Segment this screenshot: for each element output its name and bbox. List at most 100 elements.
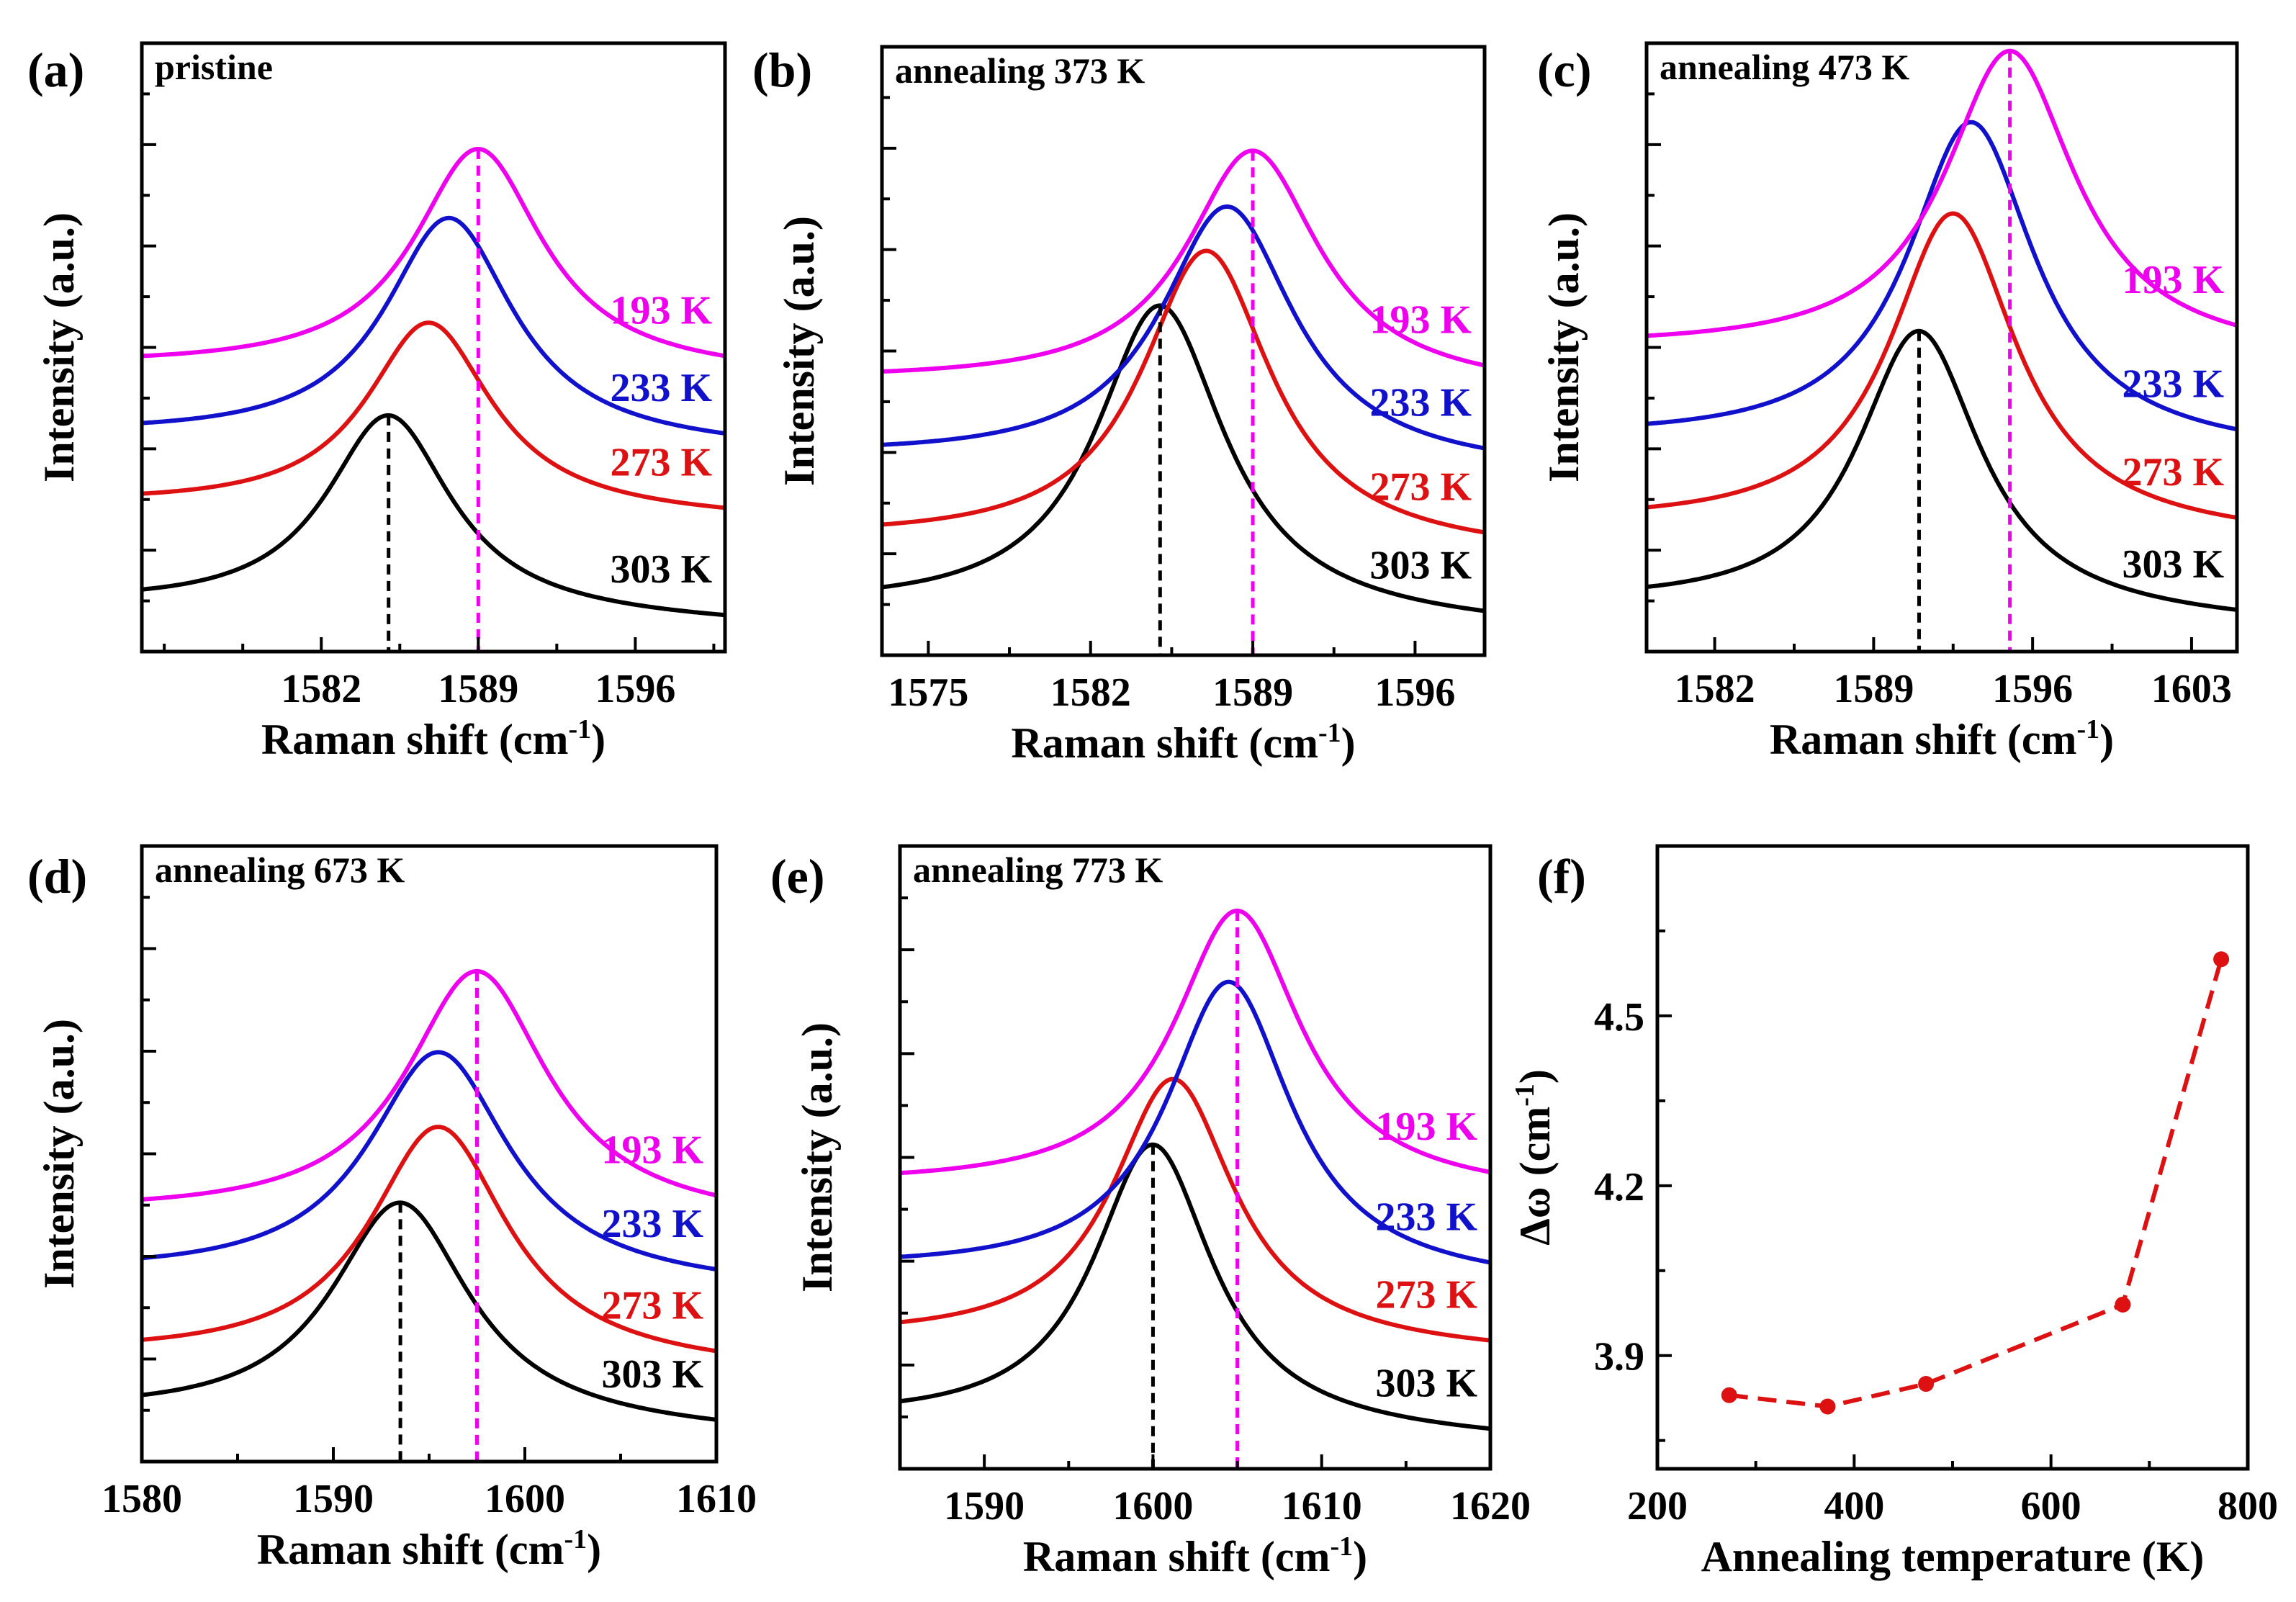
x-tick-label: 1600 (485, 1477, 565, 1521)
data-point (1819, 1398, 1836, 1415)
series-line-273K (1647, 211, 2237, 521)
y-tick-label: 4.5 (1594, 995, 1644, 1040)
y-axis-label: Δω (cm-1) (1510, 1069, 1559, 1246)
panel-f: 200 400 600 800 3.9 4.2 4.5 Annealing temperatu… (1510, 844, 2278, 1580)
y-axis-label: Intensity (a.u.) (775, 216, 823, 486)
x-axis-label: Raman shift (cm-1) (1770, 714, 2114, 763)
panel-letter: (f) (1537, 849, 1586, 904)
series-line-193K (900, 908, 1490, 1176)
x-tick-label: 1596 (595, 667, 675, 711)
series-line-303K (882, 303, 1485, 613)
curve-label: 303 K (1369, 543, 1472, 588)
panel-b: 1575 1582 1589 1596 Raman shift (cm-1) Intens… (752, 42, 1487, 767)
y-axis-label: Intensity (a.u.) (35, 212, 83, 482)
curve-label: 273 K (2122, 450, 2224, 495)
curve-label: 303 K (601, 1352, 703, 1397)
series-line-303K (142, 1200, 716, 1422)
x-tick-label: 1589 (1212, 670, 1293, 715)
x-tick-label: 1596 (1374, 670, 1455, 715)
panel-title: annealing 373 K (895, 50, 1145, 91)
x-tick-label: 200 (1627, 1484, 1688, 1529)
x-tick-label: 1610 (1282, 1484, 1362, 1529)
curve-label: 273 K (1369, 464, 1472, 509)
curve-label: 273 K (601, 1283, 703, 1328)
x-tick-label: 400 (1824, 1484, 1884, 1529)
x-tick-label: 1610 (676, 1477, 757, 1521)
x-axis-label: Raman shift (cm-1) (1011, 718, 1355, 767)
series-line-193K (142, 968, 716, 1202)
x-tick-label: 1620 (1450, 1484, 1531, 1529)
panel-title: annealing 773 K (913, 850, 1163, 890)
x-tick-label: 1575 (888, 670, 968, 715)
x-axis-label: Raman shift (cm-1) (261, 714, 605, 763)
y-tick-label: 4.2 (1594, 1165, 1644, 1210)
series-line-193K (142, 146, 725, 359)
curve-label: 303 K (2122, 542, 2224, 587)
x-tick-label: 1596 (1992, 667, 2073, 711)
x-axis-label: Raman shift (cm-1) (1023, 1531, 1367, 1580)
series-line-303K (900, 1142, 1490, 1431)
y-axis-label: Intensity (a.u.) (35, 1019, 83, 1289)
x-tick-label: 1600 (1112, 1484, 1193, 1529)
series-line-273K (900, 1076, 1490, 1343)
series-line-233K (142, 215, 725, 436)
curve-label: 303 K (610, 547, 712, 592)
series-line-233K (900, 979, 1490, 1265)
panel-c: 1582 1589 1596 1603 Raman shift (cm-1) Intens… (1537, 41, 2239, 763)
y-tick-label: 3.9 (1594, 1335, 1644, 1380)
x-tick-label: 1590 (293, 1477, 374, 1521)
data-point (2115, 1296, 2131, 1313)
panel-title: pristine (155, 47, 273, 87)
panel-title: annealing 473 K (1660, 47, 1909, 87)
series-line-273K (882, 248, 1485, 535)
x-axis-label: Raman shift (cm-1) (257, 1524, 601, 1573)
curve-label: 273 K (610, 440, 712, 485)
y-axis-label: Intensity (a.u.) (793, 1022, 841, 1292)
x-tick-label: 1580 (102, 1477, 182, 1521)
x-tick-label: 1590 (944, 1484, 1025, 1529)
series-line-273K (142, 320, 725, 510)
series-line-233K (142, 1050, 716, 1272)
series-line-193K (1647, 48, 2237, 338)
curve-label: 233 K (1369, 381, 1472, 426)
panel-letter: (c) (1537, 42, 1591, 97)
curve-label: 193 K (601, 1128, 703, 1172)
y-axis-label: Intensity (a.u.) (1540, 212, 1588, 482)
series-line-273K (142, 1125, 716, 1354)
curve-label: 193 K (1375, 1104, 1477, 1149)
x-tick-label: 800 (2218, 1484, 2278, 1529)
curve-label: 193 K (2122, 258, 2224, 302)
x-tick-label: 1582 (1050, 670, 1131, 715)
x-tick-label: 1589 (1833, 667, 1914, 711)
panel-e: 1590 1600 1610 1620 Raman shift (cm-1) Intens… (770, 844, 1531, 1580)
curve-label: 233 K (601, 1202, 703, 1246)
x-tick-label: 1582 (1675, 667, 1755, 711)
curve-label: 233 K (1375, 1194, 1477, 1239)
panel-letter: (d) (27, 849, 87, 904)
panel-d: 1580 1590 1600 1610 Raman shift (cm-1) Intens… (27, 844, 757, 1573)
plot-frame (1655, 844, 2250, 1471)
series-line (1729, 958, 2223, 1409)
curve-label: 193 K (1369, 297, 1472, 342)
x-tick-label: 1603 (2151, 667, 2232, 711)
series-line-303K (1647, 328, 2237, 612)
curve-label: 233 K (2122, 361, 2224, 406)
panel-letter: (a) (27, 42, 84, 97)
panel-letter: (b) (752, 42, 812, 97)
curve-label: 273 K (1375, 1273, 1477, 1318)
data-point (1918, 1376, 1935, 1392)
data-point (1721, 1387, 1737, 1403)
series-line-233K (1647, 120, 2237, 432)
x-tick-label: 1589 (438, 667, 518, 711)
series-line-193K (882, 148, 1485, 374)
curve-label: 193 K (610, 288, 712, 333)
x-tick-label: 1582 (281, 667, 361, 711)
series-line-303K (142, 413, 725, 618)
panel-title: annealing 673 K (155, 850, 405, 890)
series-line-233K (882, 204, 1485, 451)
data-point (2213, 951, 2230, 968)
panel-letter: (e) (770, 849, 824, 904)
curve-label: 233 K (610, 366, 712, 410)
